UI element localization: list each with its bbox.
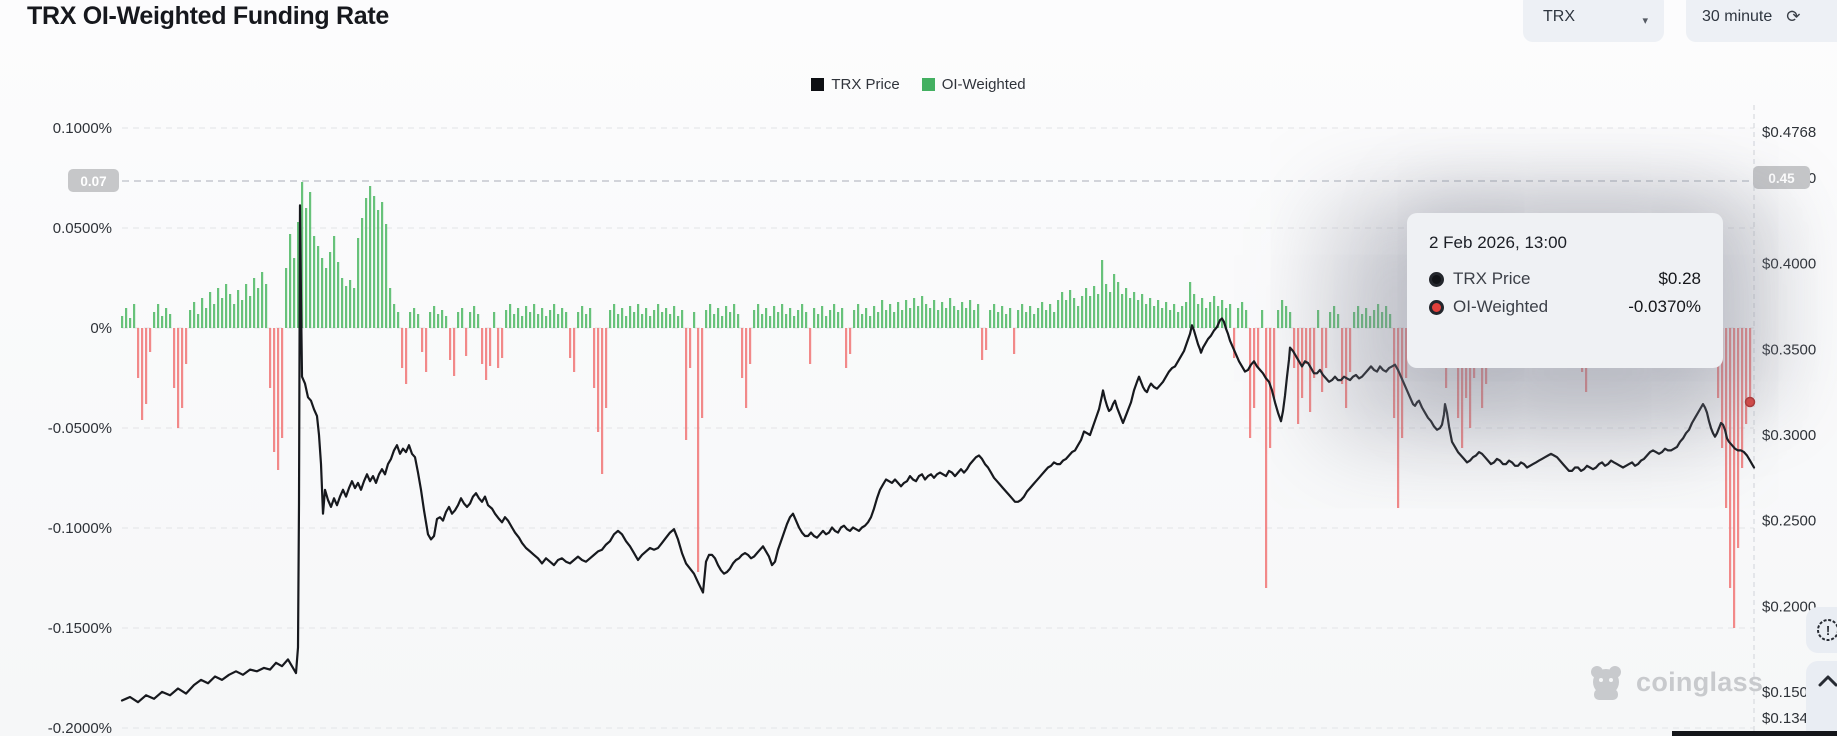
tooltip-label-price: TRX Price bbox=[1453, 269, 1531, 288]
legend-label-oi: OI-Weighted bbox=[941, 76, 1026, 93]
svg-text:$0.1349: $0.1349 bbox=[1762, 710, 1816, 727]
coinglass-bear-icon bbox=[1591, 666, 1621, 700]
tooltip-row-price: TRX Price $0.28 bbox=[1429, 269, 1701, 289]
svg-text:0.07: 0.07 bbox=[80, 174, 106, 189]
svg-text:0.1000%: 0.1000% bbox=[53, 120, 112, 137]
interval-select-value: 30 minute bbox=[1702, 8, 1773, 25]
collapse-panel-button[interactable] bbox=[1806, 661, 1837, 736]
svg-text:0.0500%: 0.0500% bbox=[53, 220, 112, 237]
svg-text:0.45: 0.45 bbox=[1768, 171, 1795, 186]
tooltip-date: 2 Feb 2026, 13:00 bbox=[1429, 233, 1568, 252]
svg-text:$0.2000: $0.2000 bbox=[1762, 598, 1816, 615]
collapsed-panel-edge bbox=[1672, 731, 1837, 736]
svg-text:-0.0500%: -0.0500% bbox=[48, 420, 112, 437]
alert-seal-button[interactable]: ! bbox=[1806, 607, 1837, 653]
tooltip-value-oi: -0.0370% bbox=[1628, 297, 1701, 316]
symbol-select[interactable]: TRX ▾ bbox=[1523, 0, 1664, 42]
oi-weighted-dot-icon bbox=[1429, 299, 1444, 315]
left-axis-labels: 0.1000% 0.0500% 0% -0.0500% -0.1000% -0.1500%… bbox=[48, 120, 112, 736]
hover-marker-dot bbox=[1744, 396, 1756, 408]
chevron-down-icon: ▾ bbox=[1642, 15, 1648, 27]
svg-text:$0.1500: $0.1500 bbox=[1762, 684, 1816, 701]
svg-text:$0.4768: $0.4768 bbox=[1762, 124, 1816, 141]
svg-text:$0.3500: $0.3500 bbox=[1762, 341, 1816, 358]
coinglass-watermark: coinglass bbox=[1586, 662, 1763, 702]
svg-text:-0.1500%: -0.1500% bbox=[48, 620, 112, 637]
legend-swatch-price bbox=[811, 78, 825, 91]
symbol-select-value: TRX bbox=[1543, 8, 1575, 25]
price-dot-icon bbox=[1429, 271, 1444, 287]
chart-legend: TRX Price OI-Weighted bbox=[0, 76, 1837, 93]
interval-select[interactable]: 30 minute ⟳ bbox=[1686, 0, 1837, 42]
watermark-text: coinglass bbox=[1636, 666, 1764, 697]
tooltip-row-oi: OI-Weighted -0.0370% bbox=[1429, 297, 1701, 317]
legend-label-price: TRX Price bbox=[831, 76, 900, 93]
tooltip-label-oi: OI-Weighted bbox=[1453, 297, 1549, 316]
page-title: TRX OI-Weighted Funding Rate bbox=[27, 2, 389, 30]
alert-seal-icon: ! bbox=[1817, 619, 1837, 641]
axis-current-value-badges: 0.07 0.45 bbox=[68, 166, 1810, 192]
tooltip-value-price: $0.28 bbox=[1658, 269, 1701, 288]
svg-text:!: ! bbox=[1826, 623, 1830, 638]
svg-text:-0.1000%: -0.1000% bbox=[48, 520, 112, 537]
svg-text:$0.4000: $0.4000 bbox=[1762, 256, 1816, 273]
svg-text:-0.2000%: -0.2000% bbox=[48, 720, 112, 736]
chart-tooltip: 2 Feb 2026, 13:00 TRX Price $0.28 OI-Wei… bbox=[1407, 213, 1723, 368]
svg-text:$0.3000: $0.3000 bbox=[1762, 427, 1816, 444]
legend-item-trx-price[interactable]: TRX Price bbox=[811, 76, 900, 93]
refresh-icon: ⟳ bbox=[1786, 7, 1801, 26]
price-line[interactable] bbox=[120, 204, 1756, 704]
legend-swatch-oi bbox=[921, 78, 935, 91]
legend-item-oi-weighted[interactable]: OI-Weighted bbox=[921, 76, 1026, 93]
svg-text:$0.2500: $0.2500 bbox=[1762, 513, 1816, 530]
svg-text:0%: 0% bbox=[90, 320, 112, 337]
chevron-up-icon bbox=[1818, 675, 1837, 687]
